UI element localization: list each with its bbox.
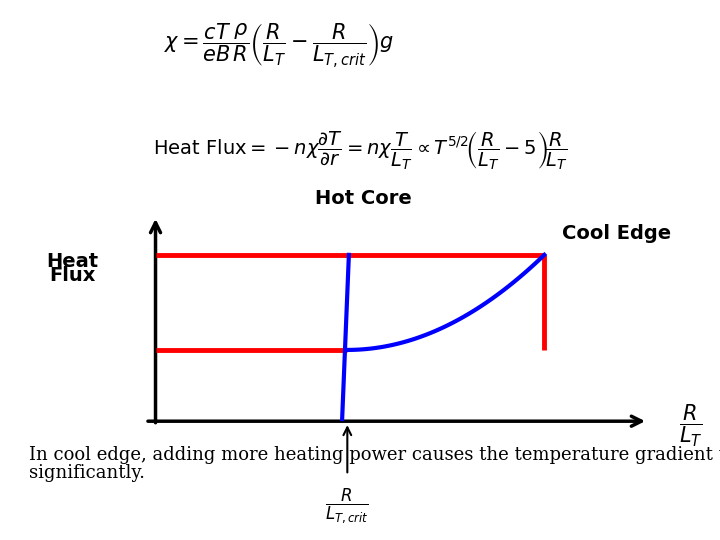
- Text: In cool edge, adding more heating power causes the temperature gradient to incre: In cool edge, adding more heating power …: [29, 446, 720, 463]
- Text: $\chi = \dfrac{cT}{eB}\dfrac{\rho}{R}\left(\dfrac{R}{L_T} - \dfrac{R}{L_{T,crit}: $\chi = \dfrac{cT}{eB}\dfrac{\rho}{R}\le…: [163, 21, 394, 70]
- Text: $\dfrac{R}{L_T}$: $\dfrac{R}{L_T}$: [679, 402, 703, 449]
- Text: Flux: Flux: [49, 266, 95, 285]
- Text: $\mathrm{Heat\ Flux} = -n\chi\dfrac{\partial T}{\partial r} = n\chi\dfrac{T}{L_T: $\mathrm{Heat\ Flux} = -n\chi\dfrac{\par…: [153, 130, 567, 172]
- Text: Cool Edge: Cool Edge: [562, 224, 672, 243]
- Text: $\dfrac{R}{L_{T,crit}}$: $\dfrac{R}{L_{T,crit}}$: [325, 486, 369, 525]
- Text: significantly.: significantly.: [29, 464, 145, 482]
- Text: Hot Core: Hot Core: [315, 189, 411, 208]
- Text: Heat: Heat: [46, 252, 98, 272]
